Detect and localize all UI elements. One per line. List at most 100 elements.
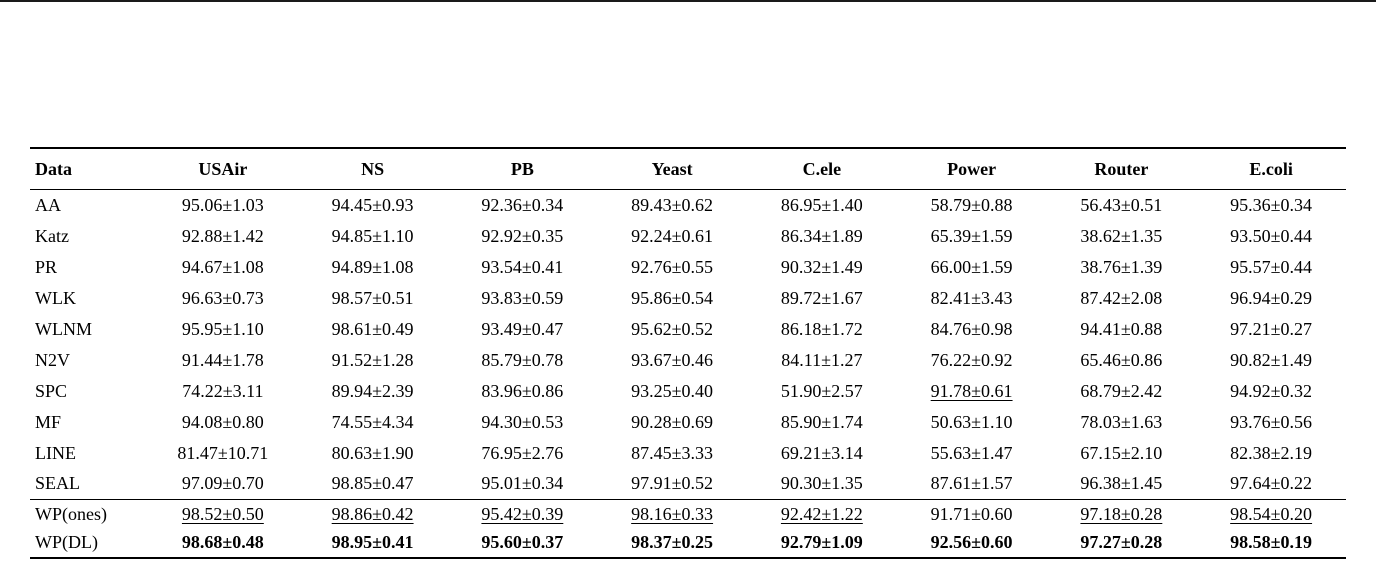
row-label: WP(DL) xyxy=(35,532,98,552)
table-header: Data USAir NS PB Yeast C.ele Power Router E.coli xyxy=(30,148,1346,190)
value-cell: 91.71±0.60 xyxy=(896,499,1047,529)
column-header-power: Power xyxy=(896,148,1047,190)
value-cell: 92.92±0.35 xyxy=(481,225,564,246)
value-cell: 50.63±1.10 xyxy=(930,411,1013,432)
value-cell: 93.50±0.44 xyxy=(1230,225,1313,246)
value-cell: 93.76±0.56 xyxy=(1230,411,1313,432)
value-cell: 84.11±1.27 xyxy=(781,349,863,370)
value-cell: 94.89±1.08 xyxy=(331,256,414,277)
value-cell: 65.46±0.86 xyxy=(1080,349,1163,370)
value-cell: 95.36±0.34 xyxy=(1230,194,1313,215)
value-cell: 83.96±0.86 xyxy=(481,380,564,401)
value-cell: 68.79±2.42 xyxy=(1080,380,1163,401)
value-cell: 82.38±2.19 xyxy=(1230,442,1313,463)
table-body: AA 95.06±1.03 94.45±0.93 92.36±0.34 89.43±0.… xyxy=(30,190,1346,558)
value-cell: 97.09±0.70 xyxy=(181,473,264,494)
value-cell: 94.85±1.10 xyxy=(331,225,414,246)
row-label: Katz xyxy=(35,225,69,246)
value-cell: 74.22±3.11 xyxy=(182,380,264,401)
value-cell: 91.52±1.28 xyxy=(331,349,414,370)
value-cell: 92.42±1.22 xyxy=(747,499,897,529)
row-label: SPC xyxy=(35,380,68,401)
value-cell: 97.21±0.27 xyxy=(1230,318,1313,339)
value-cell: 86.95±1.40 xyxy=(780,194,863,215)
table-row-line: LINE 81.47±10.71 80.63±1.90 76.95±2.76 87.45… xyxy=(30,438,1346,469)
value-cell: 66.00±1.59 xyxy=(930,256,1013,277)
column-header-ns: NS xyxy=(297,148,448,190)
value-cell: 95.57±0.44 xyxy=(1230,256,1313,277)
value-cell: 93.54±0.41 xyxy=(481,256,564,277)
value-cell: 95.86±0.54 xyxy=(631,287,714,308)
value-cell: 92.88±1.42 xyxy=(181,225,264,246)
table-row-wlnm: WLNM 95.95±1.10 98.61±0.49 93.49±0.47 95.62±… xyxy=(30,314,1346,345)
value-cell: 76.95±2.76 xyxy=(481,442,564,463)
value-cell: 97.18±0.28 xyxy=(1046,499,1197,529)
value-cell: 98.16±0.33 xyxy=(597,499,747,529)
value-cell: 90.32±1.49 xyxy=(780,256,863,277)
value-cell: 51.90±2.57 xyxy=(780,380,863,401)
value-cell: 80.63±1.90 xyxy=(331,442,414,463)
value-cell: 81.47±10.71 xyxy=(177,442,269,463)
row-label: N2V xyxy=(35,349,70,370)
column-header-e-coli: E.coli xyxy=(1196,148,1346,190)
value-cell: 86.34±1.89 xyxy=(780,225,863,246)
column-header-pb: PB xyxy=(447,148,598,190)
value-cell: 94.92±0.32 xyxy=(1230,380,1313,401)
value-cell: 97.64±0.22 xyxy=(1230,473,1313,494)
row-label: SEAL xyxy=(35,473,80,494)
table-row-seal: SEAL 97.09±0.70 98.85±0.47 95.01±0.34 97.91±… xyxy=(30,469,1346,500)
value-cell: 74.55±4.34 xyxy=(331,411,414,432)
value-cell: 98.57±0.51 xyxy=(331,287,414,308)
value-cell: 58.79±0.88 xyxy=(930,194,1013,215)
value-cell: 92.76±0.55 xyxy=(631,256,714,277)
value-cell: 86.18±1.72 xyxy=(780,318,863,339)
value-cell: 87.45±3.33 xyxy=(631,442,714,463)
value-cell: 90.30±1.35 xyxy=(780,473,863,494)
row-label: PR xyxy=(35,256,58,277)
column-header-usair: USAir xyxy=(148,148,298,190)
value-cell: 67.15±2.10 xyxy=(1080,442,1163,463)
row-label: WP(ones) xyxy=(30,499,148,529)
value-cell: 93.49±0.47 xyxy=(481,318,564,339)
value-cell: 97.27±0.28 xyxy=(1080,532,1163,552)
value-cell: 92.36±0.34 xyxy=(481,194,564,215)
value-cell: 95.42±0.39 xyxy=(447,499,598,529)
row-label: LINE xyxy=(35,442,76,463)
header-row: Data USAir NS PB Yeast C.ele Power Router E.coli xyxy=(30,148,1346,190)
results-table: Data USAir NS PB Yeast C.ele Power Router E.coli… xyxy=(30,147,1346,559)
value-cell: 91.44±1.78 xyxy=(181,349,264,370)
row-label: AA xyxy=(35,194,61,215)
value-cell: 76.22±0.92 xyxy=(930,349,1013,370)
value-cell: 93.25±0.40 xyxy=(631,380,714,401)
value-cell: 94.45±0.93 xyxy=(331,194,414,215)
value-cell: 95.60±0.37 xyxy=(481,532,564,552)
value-cell: 95.62±0.52 xyxy=(631,318,714,339)
table-row-pr: PR 94.67±1.08 94.89±1.08 93.54±0.41 92.76±0.… xyxy=(30,252,1346,283)
value-cell: 38.62±1.35 xyxy=(1080,225,1163,246)
value-cell: 89.72±1.67 xyxy=(780,287,863,308)
value-cell: 69.21±3.14 xyxy=(780,442,863,463)
column-header-c-ele: C.ele xyxy=(747,148,897,190)
value-cell: 98.52±0.50 xyxy=(148,499,298,529)
value-cell: 56.43±0.51 xyxy=(1080,194,1163,215)
row-label: WLNM xyxy=(35,318,92,339)
value-cell: 95.06±1.03 xyxy=(181,194,264,215)
value-cell: 96.94±0.29 xyxy=(1230,287,1313,308)
value-cell: 98.85±0.47 xyxy=(331,473,414,494)
value-cell: 87.42±2.08 xyxy=(1080,287,1163,308)
value-cell: 90.82±1.49 xyxy=(1230,349,1313,370)
value-cell: 65.39±1.59 xyxy=(930,225,1013,246)
table-row-wp-dl-: WP(DL) 98.68±0.48 98.95±0.41 95.60±0.37 98.3… xyxy=(30,529,1346,558)
row-label: MF xyxy=(35,411,62,432)
value-cell: 92.24±0.61 xyxy=(631,225,714,246)
value-cell: 84.76±0.98 xyxy=(930,318,1013,339)
table-row-katz: Katz 92.88±1.42 94.85±1.10 92.92±0.35 92.24±… xyxy=(30,221,1346,252)
value-cell: 98.54±0.20 xyxy=(1196,499,1346,529)
value-cell: 98.86±0.42 xyxy=(297,499,448,529)
value-cell: 94.30±0.53 xyxy=(481,411,564,432)
table-row-wp-ones-: WP(ones) 98.52±0.50 98.86±0.42 95.42±0.39 98… xyxy=(30,499,1346,529)
column-header-router: Router xyxy=(1046,148,1197,190)
value-cell: 97.91±0.52 xyxy=(631,473,714,494)
value-cell: 94.67±1.08 xyxy=(181,256,264,277)
value-cell: 92.79±1.09 xyxy=(780,532,863,552)
